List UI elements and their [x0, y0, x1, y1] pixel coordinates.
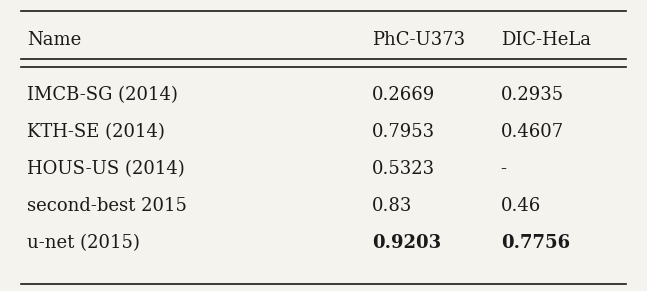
Text: 0.4607: 0.4607 [501, 123, 564, 141]
Text: u-net (2015): u-net (2015) [27, 234, 140, 252]
Text: 0.9203: 0.9203 [372, 234, 441, 252]
Text: 0.7953: 0.7953 [372, 123, 435, 141]
Text: 0.2669: 0.2669 [372, 86, 435, 104]
Text: PhC-U373: PhC-U373 [372, 31, 465, 49]
Text: DIC-HeLa: DIC-HeLa [501, 31, 591, 49]
Text: -: - [501, 160, 507, 178]
Text: 0.83: 0.83 [372, 197, 412, 215]
Text: second-best 2015: second-best 2015 [27, 197, 187, 215]
Text: IMCB-SG (2014): IMCB-SG (2014) [27, 86, 178, 104]
Text: HOUS-US (2014): HOUS-US (2014) [27, 160, 185, 178]
Text: 0.5323: 0.5323 [372, 160, 435, 178]
Text: 0.2935: 0.2935 [501, 86, 564, 104]
Text: KTH-SE (2014): KTH-SE (2014) [27, 123, 165, 141]
Text: Name: Name [27, 31, 82, 49]
Text: 0.7756: 0.7756 [501, 234, 570, 252]
Text: 0.46: 0.46 [501, 197, 541, 215]
